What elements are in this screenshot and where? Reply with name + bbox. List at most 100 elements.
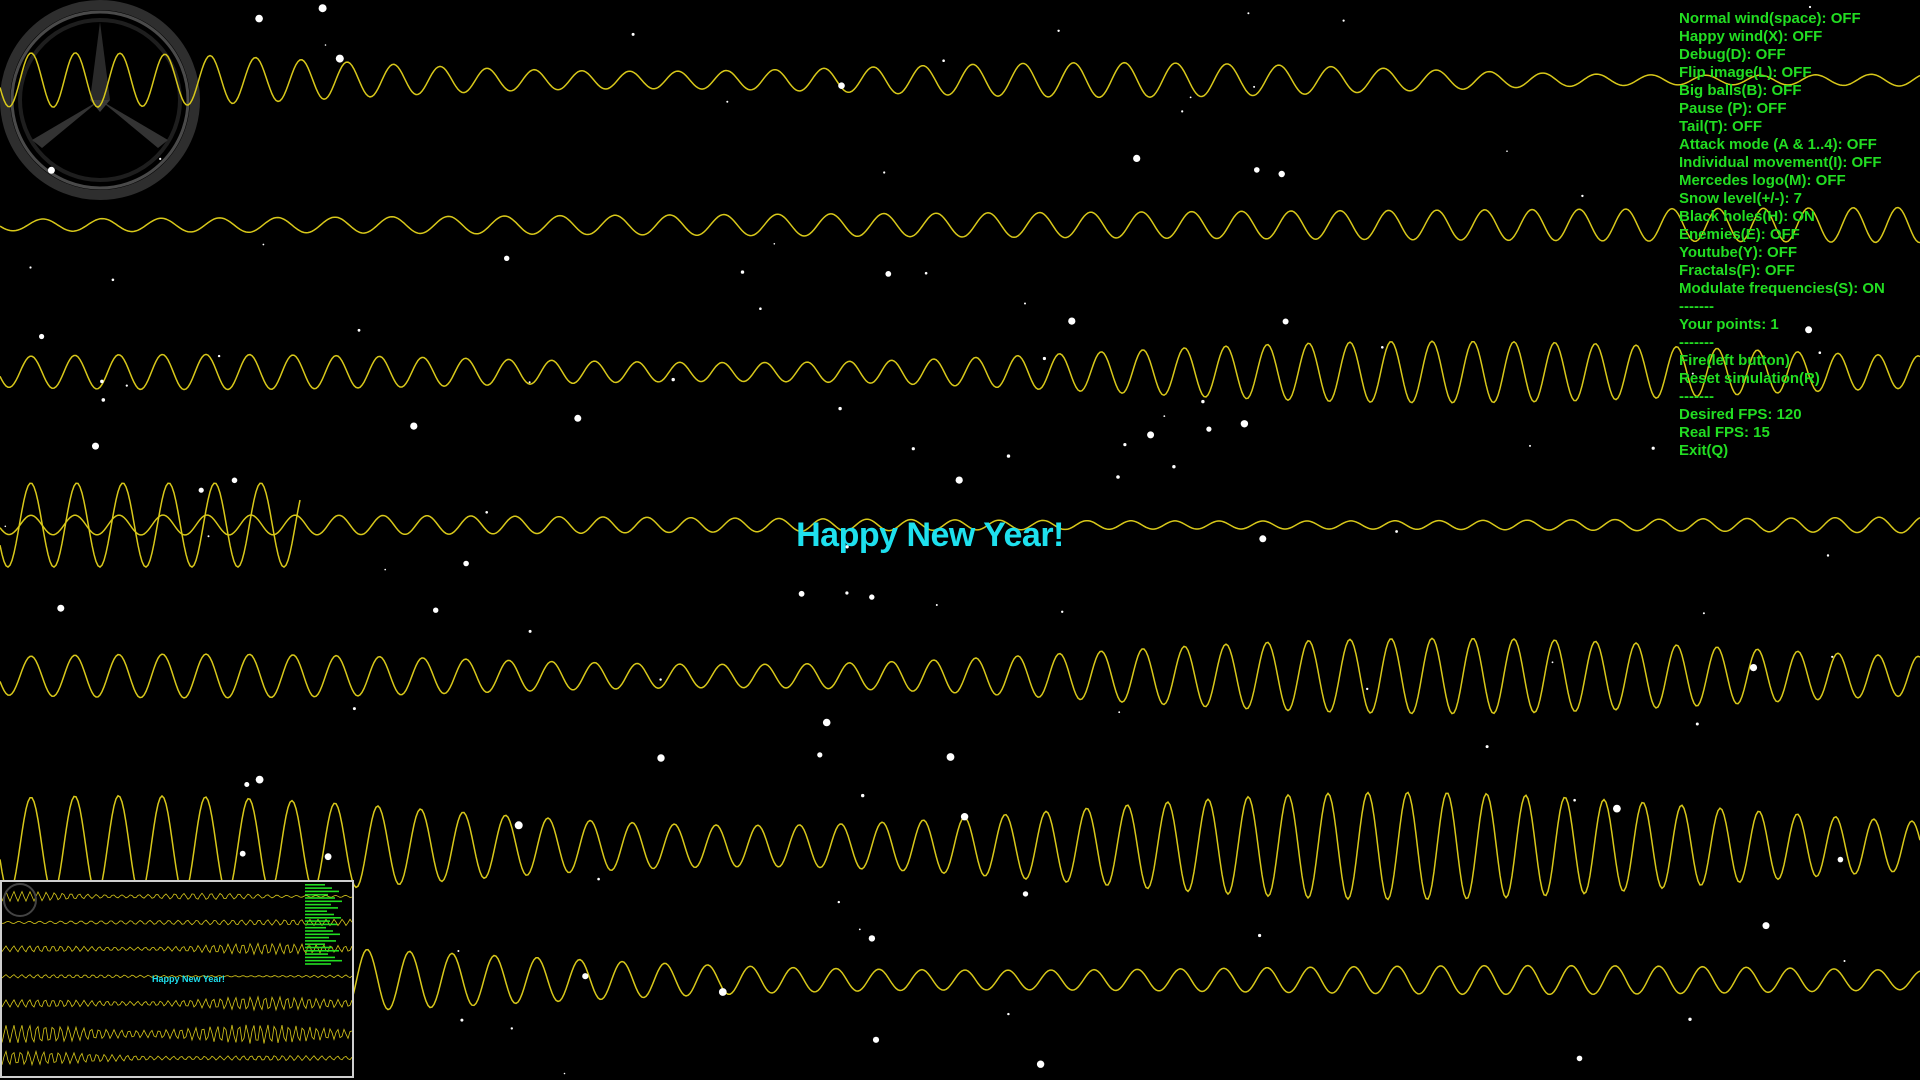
menu-real-fps: Real FPS: 15 xyxy=(1679,424,1770,441)
snowflake xyxy=(1581,194,1584,198)
snowflake xyxy=(92,442,99,450)
snowflake xyxy=(255,14,263,23)
mercedes-star-icon xyxy=(0,0,200,200)
wave-lines xyxy=(0,52,1920,1020)
snowflake xyxy=(597,877,600,881)
snowflake xyxy=(1576,1055,1583,1062)
minimap-menu-line xyxy=(305,943,325,945)
minimap-menu-line xyxy=(305,956,335,959)
snowflake xyxy=(125,384,128,387)
menu-attack-mode: Attack mode (A & 1..4): OFF xyxy=(1679,136,1877,153)
minimap-menu-line xyxy=(305,887,332,889)
snowflake xyxy=(207,535,210,538)
snowflake xyxy=(1036,1060,1045,1068)
menu-fire: Fire(left button) xyxy=(1679,352,1790,369)
snowflake xyxy=(357,328,361,332)
snowflake xyxy=(1506,150,1508,152)
snowflake xyxy=(244,782,250,787)
minimap-menu-line xyxy=(305,936,329,939)
snowflake xyxy=(718,988,727,996)
minimap-menu-line xyxy=(305,890,339,893)
menu-individual-movement: Individual movement(I): OFF xyxy=(1679,154,1882,171)
snowflake xyxy=(817,752,823,758)
snowflake xyxy=(1691,372,1694,375)
snowflake xyxy=(1042,356,1046,361)
snowflake xyxy=(1688,1017,1692,1021)
minimap-greeting: Happy New Year! xyxy=(152,974,225,984)
snowflake xyxy=(883,171,886,174)
snowflake xyxy=(1749,664,1758,672)
snowflake xyxy=(574,414,582,422)
minimap-menu-line xyxy=(305,910,327,912)
snowflake xyxy=(1057,29,1060,32)
snowflake xyxy=(845,591,849,595)
minimap-menu-line xyxy=(305,913,334,916)
snowflake xyxy=(1061,610,1064,613)
minimap-menu-line xyxy=(305,897,335,899)
snowflake xyxy=(1651,446,1655,450)
snowflake xyxy=(960,813,969,821)
minimap-menu-line xyxy=(305,926,326,929)
snowflake xyxy=(485,511,489,514)
snowflake xyxy=(837,900,840,904)
menu-tail: Tail(T): OFF xyxy=(1679,118,1763,135)
snowflake xyxy=(942,59,945,62)
snowflake xyxy=(1181,110,1184,113)
snowflake xyxy=(510,1027,513,1030)
menu-big-balls: Big balls(B): OFF xyxy=(1679,82,1802,99)
snowflake xyxy=(1695,722,1699,726)
snowflake xyxy=(798,590,805,597)
snowflake xyxy=(858,928,861,931)
menu-enemies: Enemies(E): OFF xyxy=(1679,226,1800,243)
menu-mercedes-logo: Mercedes logo(M): OFF xyxy=(1679,172,1846,189)
snowflake xyxy=(528,629,532,633)
minimap-menu-line xyxy=(305,893,328,896)
snowflake xyxy=(1395,530,1398,533)
minimap-preview: Happy New Year! xyxy=(0,880,354,1078)
snowflake xyxy=(410,422,418,430)
snowflake xyxy=(1818,351,1822,355)
snowflake xyxy=(659,678,662,681)
wave-line-2 xyxy=(0,206,1920,244)
snowflake xyxy=(318,4,327,13)
snowflake xyxy=(1805,326,1813,334)
snowflake xyxy=(1068,317,1076,325)
minimap-menu-line xyxy=(305,940,336,942)
snowflake xyxy=(935,604,938,606)
minimap-menu-line xyxy=(305,953,328,955)
minimap-wave-line xyxy=(2,890,352,903)
snowflake xyxy=(1826,554,1830,557)
wave-line-1 xyxy=(0,52,1920,108)
snowflake xyxy=(1843,960,1846,962)
snowflake xyxy=(1253,85,1256,88)
menu-separator: ------- xyxy=(1679,334,1714,351)
minimap-logo-icon xyxy=(3,883,37,917)
minimap-menu-line xyxy=(305,917,341,919)
snowflake xyxy=(57,604,65,612)
snowflake xyxy=(1259,535,1267,543)
snowflake xyxy=(582,973,589,980)
wave-line-6 xyxy=(0,791,1920,901)
snowflake xyxy=(657,754,665,762)
minimap-menu-line xyxy=(305,959,342,962)
snowflakes xyxy=(4,4,1846,1075)
menu-normal-wind: Normal wind(space): OFF xyxy=(1679,10,1861,27)
snowflake xyxy=(1485,745,1489,749)
snowflake xyxy=(255,775,264,784)
snowflake xyxy=(838,82,845,89)
menu-flip-image: Flip image(L): OFF xyxy=(1679,64,1812,81)
snowflake xyxy=(324,853,332,861)
menu-debug: Debug(D): OFF xyxy=(1679,46,1786,63)
snowflake xyxy=(1551,661,1554,664)
snowflake xyxy=(39,333,45,340)
menu-separator: ------- xyxy=(1679,388,1714,405)
minimap-wave-line xyxy=(2,1024,352,1044)
menu-points: Your points: 1 xyxy=(1679,316,1779,333)
snowflake xyxy=(352,707,356,711)
minimap-menu-line xyxy=(305,900,342,903)
snowflake xyxy=(1702,612,1705,615)
snowflake xyxy=(631,32,635,36)
minimap-menu-line xyxy=(305,907,338,909)
